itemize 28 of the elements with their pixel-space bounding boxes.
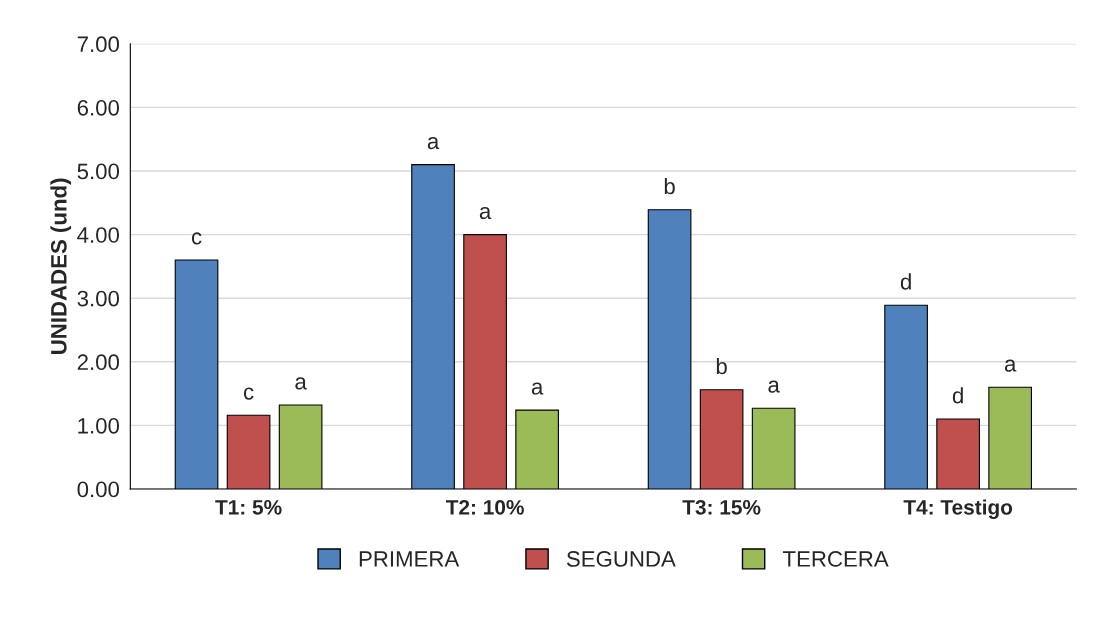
legend-label: SEGUNDA: [566, 551, 676, 567]
legend-label: TERCERA: [782, 551, 889, 567]
legend-label: PRIMERA: [359, 551, 460, 567]
data-label: d: [900, 273, 911, 290]
y-tick-label: 6.00: [77, 99, 120, 116]
y-tick-label: 1.00: [78, 417, 120, 434]
data-label: c: [191, 232, 202, 245]
y-tick-label: 3.00: [77, 290, 120, 307]
data-label: a: [1004, 359, 1017, 372]
y-tick-label: 4.00: [77, 227, 120, 243]
data-label: a: [295, 377, 307, 390]
data-label: a: [479, 206, 492, 220]
data-label: c: [243, 387, 254, 400]
data-label: b: [716, 357, 727, 375]
y-tick-label: 7.00: [77, 36, 120, 53]
y-tick-label: 2.00: [77, 354, 120, 371]
data-label: a: [768, 380, 780, 393]
data-label: a: [531, 382, 544, 395]
x-tick-label: T1: 5%: [215, 499, 282, 515]
y-axis-title: UNIDADES (und): [50, 178, 72, 354]
y-tick-label: 0.00: [77, 481, 120, 498]
x-tick-label: T3: 15%: [682, 499, 761, 515]
data-label: d: [952, 387, 963, 404]
y-tick-label: 5.00: [77, 163, 120, 180]
data-label: b: [664, 177, 675, 195]
x-tick-label: T2: 10%: [445, 499, 524, 515]
data-label: a: [427, 136, 440, 150]
x-tick-label: T4: Testigo: [903, 499, 1013, 519]
